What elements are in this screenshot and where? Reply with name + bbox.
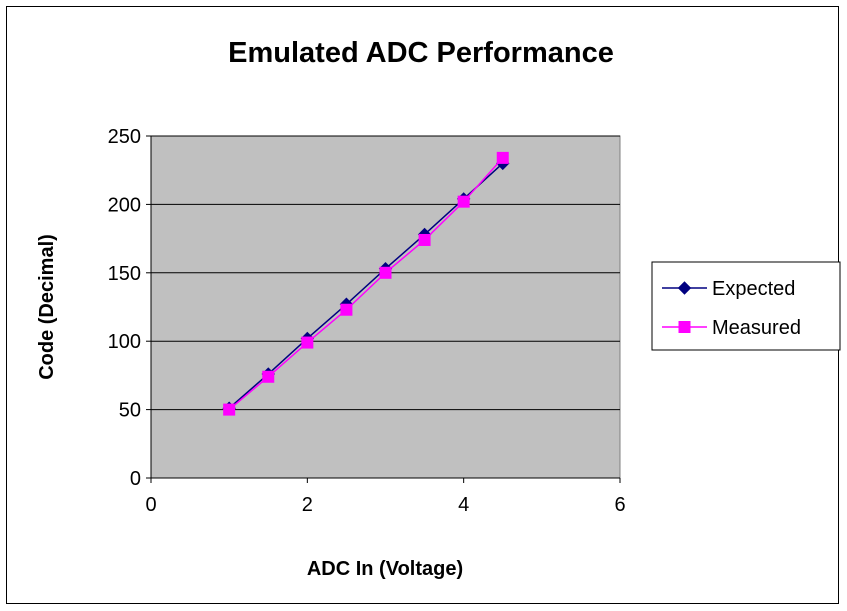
legend-items: Expected Measured — [662, 278, 801, 339]
y-tick-label: 150 — [108, 263, 141, 285]
data-point-measured — [418, 233, 431, 246]
legend-marker-expected — [677, 281, 692, 295]
legend-label-expected: Expected — [712, 278, 795, 300]
series-line-measured — [228, 157, 504, 411]
legend-label-measured: Measured — [712, 317, 801, 339]
y-axis-label: Code (Decimal) — [36, 234, 58, 380]
y-tick-label: 50 — [119, 400, 141, 422]
series-measured — [223, 151, 509, 416]
data-point-measured — [379, 266, 392, 279]
legend-item-measured: Measured — [662, 317, 801, 339]
chart-title: Emulated ADC Performance — [228, 37, 614, 69]
data-point-measured — [262, 370, 275, 383]
series-line-expected — [228, 162, 504, 409]
plot-area — [150, 135, 621, 479]
legend: Expected Measured — [651, 261, 841, 351]
y-tick-label: 250 — [108, 126, 141, 148]
x-tick-label: 0 — [145, 494, 156, 516]
y-tick-label: 100 — [108, 331, 141, 353]
x-tick-label: 2 — [302, 494, 313, 516]
y-tick-label: 200 — [108, 194, 141, 216]
legend-item-expected: Expected — [662, 278, 795, 300]
data-point-measured — [457, 195, 470, 208]
tick-labels: 0 50 100 150 200 250 0 2 4 6 — [108, 126, 626, 516]
data-point-measured — [340, 303, 353, 316]
legend-marker-measured — [678, 321, 691, 333]
x-tick-label: 4 — [458, 494, 469, 516]
data-point-measured — [301, 336, 314, 349]
data-point-measured — [496, 151, 509, 164]
axes — [146, 135, 621, 483]
x-axis-label: ADC In (Voltage) — [307, 558, 463, 580]
x-tick-label: 6 — [614, 494, 625, 516]
y-tick-label: 0 — [130, 468, 141, 490]
legend-box — [651, 261, 841, 351]
data-point-measured — [223, 403, 236, 416]
series-layer — [222, 151, 510, 416]
